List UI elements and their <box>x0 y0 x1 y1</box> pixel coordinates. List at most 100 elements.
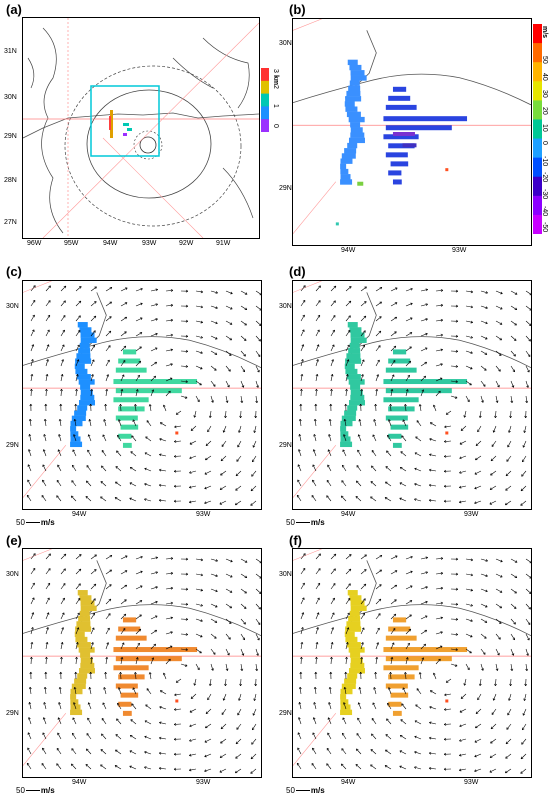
wind-vector <box>223 425 227 433</box>
wind-vector-head <box>523 698 527 701</box>
wind-vector <box>105 301 112 307</box>
wind-vector <box>60 285 67 292</box>
wind-vector <box>60 597 65 605</box>
wind-vector-head <box>425 556 428 560</box>
wind-vector <box>477 693 482 701</box>
wind-vector <box>180 648 188 651</box>
wind-vector-head <box>85 764 89 767</box>
wind-vector-head <box>237 444 240 448</box>
wind-vector-head <box>159 453 162 457</box>
wind-vector-head <box>318 285 321 288</box>
wind-vector <box>390 613 397 620</box>
wind-vector <box>480 633 487 639</box>
wind-vector <box>135 600 143 605</box>
wind-vector <box>474 768 482 772</box>
wind-vector <box>205 440 212 446</box>
wind-vector-head <box>60 374 64 377</box>
wind-vector <box>405 585 413 590</box>
wind-vector <box>240 365 245 372</box>
wind-vector <box>42 747 47 755</box>
wind-vector <box>495 290 503 294</box>
wind-vector-head <box>347 612 350 616</box>
wind-vector <box>330 285 337 292</box>
wind-vector-head <box>253 698 257 701</box>
wind-vector <box>370 496 377 502</box>
wind-vector <box>330 300 336 307</box>
wind-vector <box>120 374 125 382</box>
wind-vector <box>330 657 332 665</box>
wind-vector-head <box>529 308 531 311</box>
wind-vector <box>390 657 393 665</box>
wind-vector-head <box>423 643 426 647</box>
radar-east-cell <box>383 379 468 385</box>
wind-vector-head <box>400 451 403 454</box>
wind-vector-head <box>455 289 459 293</box>
wind-vector-head <box>159 422 163 425</box>
wind-vector <box>45 642 48 650</box>
wind-vector-head <box>330 388 333 392</box>
panel-f-label: (f) <box>289 533 302 548</box>
wind-vector-head <box>93 583 97 587</box>
wind-vector-head <box>204 472 208 475</box>
wind-vector-head <box>42 732 45 735</box>
wind-vector-head <box>170 557 174 560</box>
radar-east-cell <box>388 626 411 632</box>
wind-vector <box>375 287 383 292</box>
wind-vector-head <box>491 444 495 447</box>
wind-vector-head <box>61 359 65 362</box>
wind-vector <box>390 302 398 307</box>
radial-line-nw <box>23 549 52 561</box>
wind-vector <box>435 602 443 605</box>
wind-vector <box>435 377 443 382</box>
wind-vector-head <box>302 582 305 586</box>
wind-vector <box>204 753 212 757</box>
wind-vector-head <box>455 365 458 368</box>
wind-vector-head <box>312 449 316 452</box>
wind-vector-head <box>513 606 517 609</box>
wind-vector <box>495 603 502 609</box>
wind-vector <box>120 287 128 292</box>
wind-vector-head <box>484 352 488 355</box>
wind-vector-head <box>445 412 449 415</box>
wind-vector-head <box>230 307 233 310</box>
wind-vector-head <box>241 653 245 656</box>
wind-vector-head <box>57 732 60 736</box>
wind-vector-head <box>316 612 320 615</box>
wind-vector-head <box>89 403 93 407</box>
wind-vector <box>90 389 93 397</box>
wind-vector <box>100 481 107 487</box>
wind-vector <box>159 499 167 502</box>
wind-vector <box>75 300 82 307</box>
wind-vector-head <box>347 344 350 348</box>
wind-vector <box>414 483 422 487</box>
wind-vector <box>75 642 78 650</box>
d-lat-30: 30N <box>279 303 292 310</box>
wind-vector-head <box>244 307 248 311</box>
wind-vector <box>419 672 422 680</box>
radar-west-cell <box>344 678 357 684</box>
wind-vector-head <box>513 621 516 625</box>
wind-vector-head <box>254 683 258 687</box>
wind-vector <box>465 320 473 323</box>
wind-vector <box>390 672 392 680</box>
wind-vector <box>174 440 182 442</box>
wind-vector-head <box>189 471 192 474</box>
wind-vector-head <box>514 575 518 579</box>
wind-vector <box>75 568 82 575</box>
wind-vector-head <box>211 400 214 403</box>
wind-vector <box>86 733 92 740</box>
wind-vector <box>399 482 407 487</box>
wind-vector-head <box>511 653 515 656</box>
radar-east-cell <box>115 415 138 421</box>
wind-vector <box>60 329 65 337</box>
wind-vector-head <box>101 718 105 721</box>
wind-vector-head <box>78 568 82 572</box>
wind-vector <box>159 767 167 770</box>
wind-vector-head <box>300 373 304 377</box>
wind-vector-head <box>467 399 470 403</box>
radar-outlier-cell <box>175 431 179 435</box>
wind-vector-head <box>219 755 223 758</box>
wind-vector-head <box>148 672 152 675</box>
wind-vector <box>522 723 527 731</box>
wind-vector <box>360 554 367 560</box>
